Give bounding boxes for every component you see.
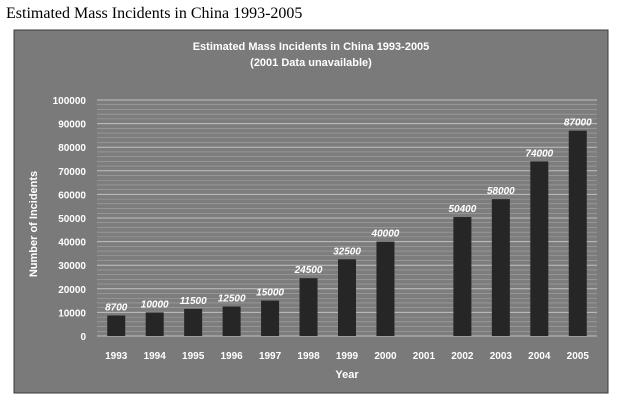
x-tick-label: 1999 xyxy=(336,351,359,362)
x-tick-label: 2001 xyxy=(413,351,436,362)
y-tick-label: 70000 xyxy=(58,167,86,178)
x-tick-label: 1994 xyxy=(144,351,167,362)
x-tick-label: 2000 xyxy=(374,351,397,362)
y-tick-label: 30000 xyxy=(58,261,86,272)
page-title: Estimated Mass Incidents in China 1993-2… xyxy=(6,5,303,22)
bar xyxy=(568,130,587,336)
x-tick-label: 1997 xyxy=(259,351,282,362)
x-tick-label: 2003 xyxy=(490,351,513,362)
chart-title: Estimated Mass Incidents in China 1993-2… xyxy=(193,41,430,53)
bar xyxy=(299,278,318,336)
y-tick-label: 50000 xyxy=(58,214,86,225)
data-label: 50400 xyxy=(448,204,476,215)
y-tick-label: 20000 xyxy=(58,285,86,296)
bar xyxy=(376,241,395,336)
data-label: 10000 xyxy=(141,299,169,310)
y-tick-label: 60000 xyxy=(58,190,86,201)
y-tick-label: 0 xyxy=(80,332,86,343)
data-label: 87000 xyxy=(564,118,592,129)
data-label: 12500 xyxy=(218,294,246,305)
bar xyxy=(145,312,164,336)
data-label: 58000 xyxy=(487,186,515,197)
y-tick-label: 10000 xyxy=(58,308,86,319)
data-label: 24500 xyxy=(294,265,323,276)
bar xyxy=(530,161,549,336)
data-label: 40000 xyxy=(371,229,400,240)
bar xyxy=(453,217,472,336)
data-label: 8700 xyxy=(105,302,128,313)
data-label: 15000 xyxy=(256,288,284,299)
x-tick-label: 1996 xyxy=(220,351,243,362)
data-label: 74000 xyxy=(525,148,553,159)
bar xyxy=(491,199,510,336)
bar xyxy=(261,300,280,336)
y-tick-label: 100000 xyxy=(53,96,87,107)
chart-subtitle: (2001 Data unavailable) xyxy=(250,57,372,69)
bar xyxy=(107,315,126,336)
bar xyxy=(338,259,356,336)
data-label: 32500 xyxy=(333,246,361,257)
x-tick-label: 2002 xyxy=(451,351,474,362)
x-tick-label: 1995 xyxy=(182,351,205,362)
x-tick-label: 2005 xyxy=(567,351,590,362)
x-axis-label: Year xyxy=(335,369,359,381)
y-tick-label: 90000 xyxy=(58,120,86,131)
bar xyxy=(222,306,241,336)
x-tick-label: 1998 xyxy=(297,351,320,362)
y-tick-label: 80000 xyxy=(58,143,86,154)
y-axis-label: Number of Incidents xyxy=(28,171,40,277)
x-tick-label: 2004 xyxy=(528,351,551,362)
data-label: 11500 xyxy=(180,296,208,307)
x-tick-label: 1993 xyxy=(105,351,128,362)
bar xyxy=(184,308,203,336)
y-tick-label: 40000 xyxy=(58,238,86,249)
